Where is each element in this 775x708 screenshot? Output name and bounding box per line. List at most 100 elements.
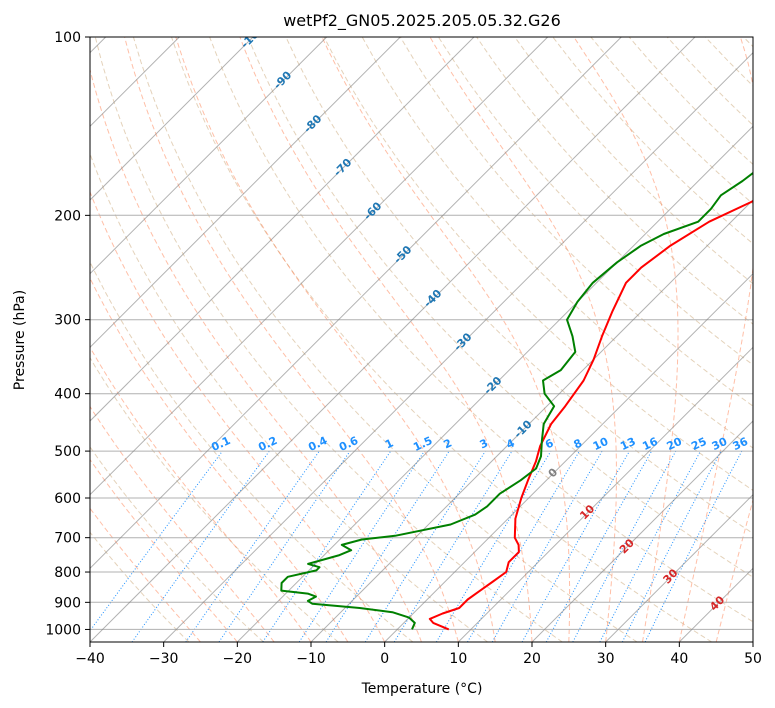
isotherm-gridline: [310, 199, 753, 642]
chart-title: wetPf2_GN05.2025.205.05.32.G26: [283, 11, 561, 31]
dry-adiabat: [90, 152, 488, 642]
mixing-ratio-label: 25: [689, 435, 708, 453]
y-tick-label: 800: [54, 565, 81, 581]
profile-lines: [280, 171, 753, 631]
dry-adiabat: [399, 37, 753, 407]
mixing-ratio-line: [298, 450, 425, 642]
dry-adiabat: [132, 37, 638, 642]
mixing-ratio-label: 16: [640, 435, 660, 453]
moist-adiabat: [90, 405, 275, 642]
isotherm-gridline: [752, 641, 753, 642]
mixing-ratio-label: 6: [543, 436, 556, 451]
y-tick-label: 600: [54, 491, 81, 507]
moist-adiabat: [124, 37, 459, 642]
isotherm-gridline: [90, 37, 549, 496]
dry-adiabat: [90, 260, 414, 642]
x-tick-label: 30: [597, 651, 615, 667]
dry-adiabat: [90, 531, 190, 642]
background-lines: [90, 37, 753, 642]
moist-adiabat: [678, 37, 753, 642]
y-tick-label: 200: [54, 208, 81, 224]
x-tick-label: 10: [449, 651, 467, 667]
moist-adiabat: [90, 67, 422, 642]
isotherm-gridline: [605, 493, 753, 642]
plot-frame: [89, 36, 754, 643]
y-tick-label: 900: [54, 595, 81, 611]
dry-adiabat: [171, 37, 712, 642]
isotherm-gridline: [90, 37, 401, 349]
isotherm-gridline: [163, 51, 753, 642]
moist-adiabat: [90, 507, 201, 642]
moist-adiabat: [90, 277, 349, 642]
y-axis-ticks: 100 200 300 400 500 600 700 800 900 1000: [45, 30, 90, 638]
mixing-ratio-line: [435, 450, 552, 642]
isotherm-gridline: [236, 125, 753, 642]
dry-adiabat: [209, 37, 753, 623]
mixing-ratio-line: [364, 450, 486, 642]
x-tick-label: −10: [296, 651, 326, 667]
y-axis-label: Pressure (hPa): [12, 290, 28, 390]
mixing-ratio-label: 10: [591, 435, 611, 453]
isotherm-gridline: [384, 272, 753, 642]
x-axis-label: Temperature (°C): [361, 681, 483, 697]
isotherm-gridline: [531, 420, 753, 642]
mixing-ratio-label: 20: [665, 435, 685, 453]
moist-adiabat: [429, 37, 617, 642]
moist-adiabat: [715, 498, 753, 642]
mixing-ratio-line: [599, 450, 701, 642]
y-tick-label: 500: [54, 444, 81, 460]
dry-adiabat: [437, 37, 753, 366]
mixing-ratio-label: 2: [442, 436, 454, 451]
mixing-ratio-line: [90, 450, 223, 632]
y-tick-label: 700: [54, 531, 81, 547]
mixing-ratio-line: [621, 450, 722, 642]
isotherm-gridline: [90, 37, 622, 570]
y-tick-label: 400: [54, 387, 81, 403]
dry-adiabat: [247, 37, 753, 578]
dewpoint-line: [280, 171, 753, 630]
dry-adiabat: [285, 37, 753, 535]
dry-adiabat: [90, 356, 339, 642]
moist-adiabat: [239, 37, 533, 642]
moist-adiabat: [90, 190, 386, 642]
mixing-ratio-label: 36: [731, 435, 751, 453]
y-tick-label: 300: [54, 313, 81, 329]
dry-adiabat: [323, 37, 753, 491]
isotherm-gridline: [90, 37, 696, 642]
mixing-ratio-label: 30: [710, 435, 730, 453]
temperature-line: [428, 199, 753, 631]
dry-adiabat: [514, 37, 753, 285]
moist-adiabat: [573, 37, 679, 642]
dry-adiabat: [590, 37, 753, 205]
moist-adiabat: [321, 37, 571, 642]
y-tick-label: 1000: [45, 622, 81, 638]
mixing-ratio-line: [131, 450, 270, 642]
mixing-ratio-label: 13: [618, 435, 637, 453]
moist-adiabat: [175, 37, 496, 642]
y-tick-label: 100: [54, 30, 81, 46]
isotherm-gridline: [678, 567, 753, 642]
x-tick-label: 40: [670, 651, 688, 667]
isotherm-gridline: [90, 37, 475, 422]
dry-adiabat: [361, 37, 753, 449]
x-tick-label: −40: [75, 651, 105, 667]
moist-adiabat: [90, 458, 238, 642]
mixing-ratio-line: [467, 450, 580, 642]
mixing-ratio-line: [644, 450, 743, 642]
x-tick-label: 0: [380, 651, 389, 667]
mixing-ratio-line: [521, 450, 630, 642]
line-labels: 0.1 0.2 0.4 0.6 1 1.5 2 3 4 6 8 10 13 16 20 25 30 36-100-…: [209, 37, 751, 613]
dry-adiabat: [743, 37, 753, 48]
isotherm-gridline: [457, 346, 753, 642]
moist-adiabat: [90, 346, 312, 642]
dry-adiabat: [666, 37, 753, 126]
dry-adiabat: [94, 37, 563, 642]
x-tick-label: −20: [223, 651, 253, 667]
mixing-ratio-line: [262, 450, 392, 642]
mixing-ratio-line: [325, 450, 450, 642]
isotherm-label: -90: [271, 68, 294, 91]
mixing-ratio-line: [218, 450, 351, 642]
isotherm-gridline: [90, 37, 328, 275]
x-tick-label: 20: [523, 651, 541, 667]
